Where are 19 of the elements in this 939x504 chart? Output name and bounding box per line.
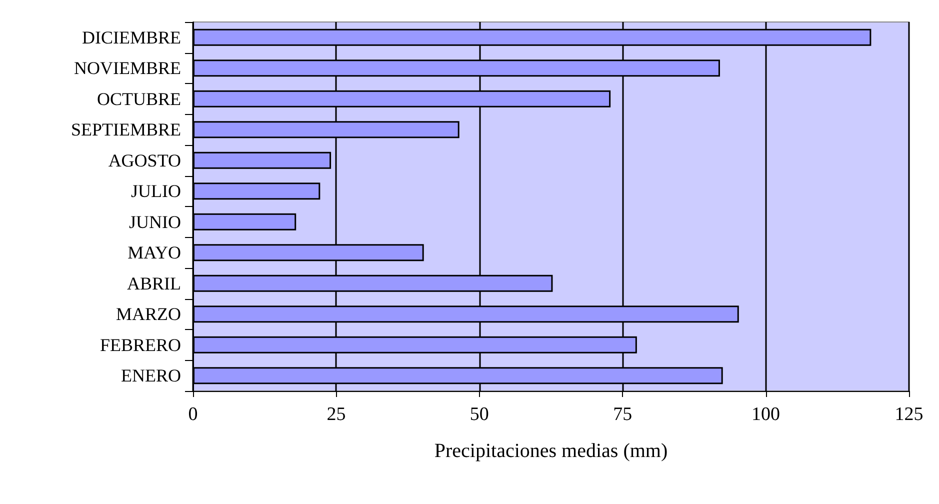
x-tick-label: 75	[613, 404, 632, 425]
x-tick-label: 0	[188, 404, 198, 425]
y-tick-label: ABRIL	[127, 273, 181, 294]
y-tick-label: OCTUBRE	[96, 88, 181, 109]
y-tick-label: ENERO	[121, 366, 181, 386]
x-tick-label: 125	[894, 404, 924, 425]
x-axis-title: Precipitaciones medias (mm)	[434, 440, 668, 462]
y-tick-label: MAYO	[128, 242, 181, 263]
y-tick-label: DICIEMBRE	[82, 27, 182, 48]
y-tick-label: JUNIO	[129, 212, 181, 232]
y-tick-label: MARZO	[116, 304, 181, 324]
y-tick-label: NOVIEMBRE	[74, 58, 182, 78]
y-tick-label: FEBRERO	[100, 334, 181, 355]
y-tick-label: JULIO	[131, 181, 181, 202]
x-tick-label: 100	[752, 404, 780, 425]
y-tick-label: SEPTIEMBRE	[70, 120, 181, 140]
x-tick-label: 50	[470, 404, 489, 425]
y-tick-label: AGOSTO	[108, 150, 181, 170]
x-tick-label: 25	[326, 404, 346, 425]
